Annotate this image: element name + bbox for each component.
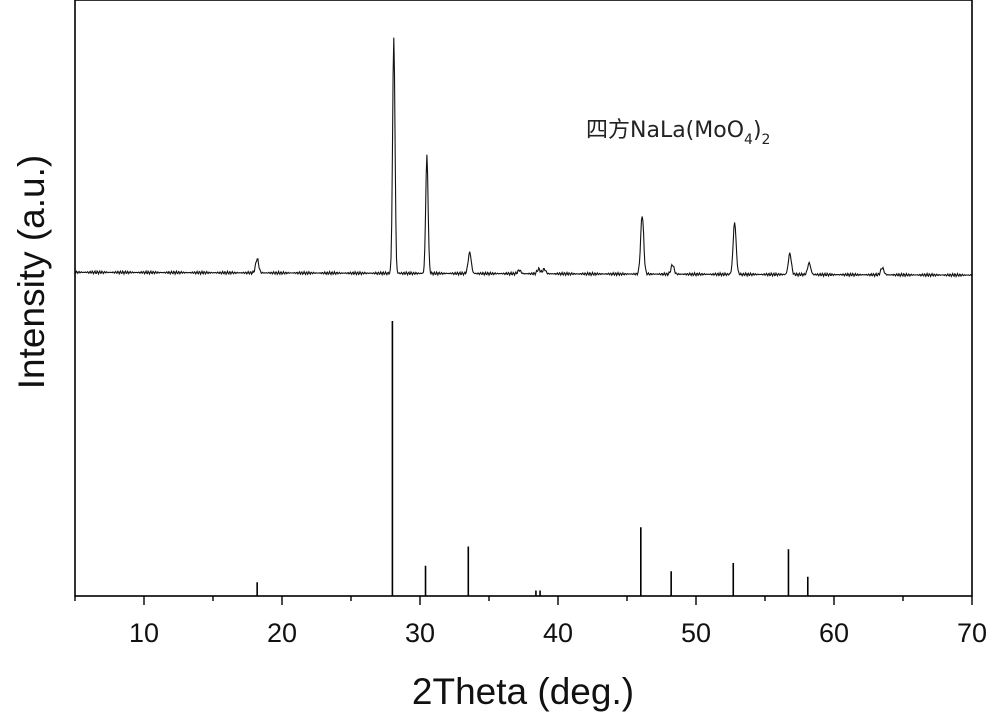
phase-annotation-sub2: 2 — [762, 132, 771, 148]
x-tick-label: 60 — [819, 618, 849, 648]
x-axis-label: 2Theta (deg.) — [412, 671, 634, 712]
x-tick-label: 70 — [957, 618, 987, 648]
x-tick-label: 40 — [543, 618, 573, 648]
reference-sticks-layer — [257, 321, 808, 596]
x-tick-label: 20 — [267, 618, 297, 648]
y-axis-label: Intensity (a.u.) — [11, 155, 52, 389]
x-tick-label: 10 — [129, 618, 159, 648]
x-tick-label: 50 — [681, 618, 711, 648]
plot-frame — [75, 0, 972, 596]
phase-annotation: 四方NaLa(MoO4)2 — [586, 118, 770, 148]
phase-annotation-close: ) — [753, 118, 762, 143]
x-tick-label: 30 — [405, 618, 435, 648]
phase-annotation-main: 四方NaLa(MoO — [586, 118, 744, 143]
measured-pattern-line — [75, 38, 972, 277]
x-axis-ticks: 10 20 30 40 50 60 70 — [75, 596, 987, 648]
measured-pattern-layer — [75, 38, 972, 277]
phase-annotation-sub1: 4 — [744, 132, 753, 148]
